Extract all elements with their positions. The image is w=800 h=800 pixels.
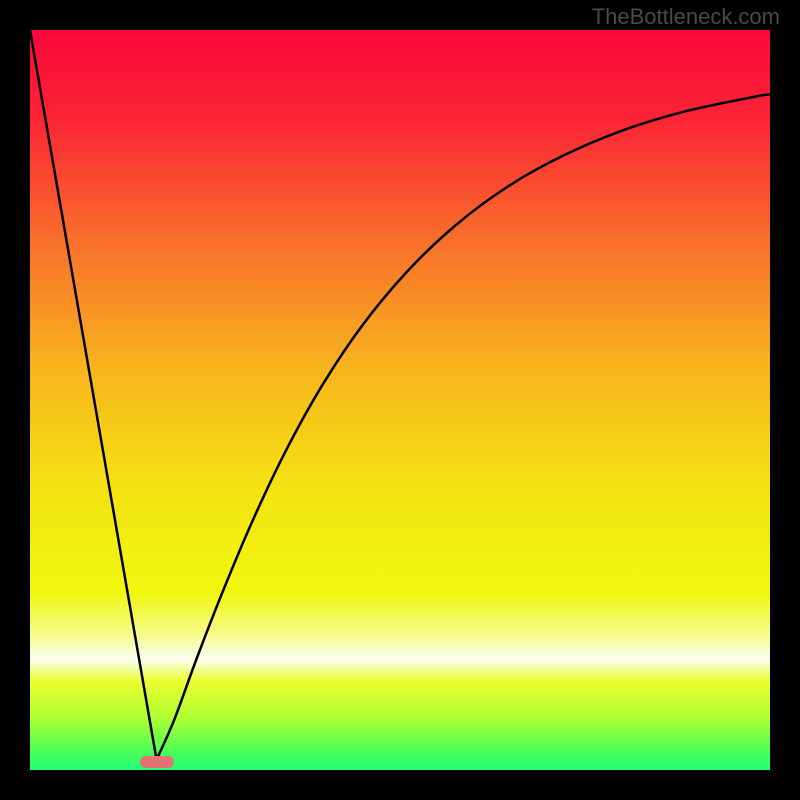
left-line [30,30,157,760]
minimum-marker [140,756,174,768]
plot-area [30,30,770,770]
watermark-text: TheBottleneck.com [592,4,780,30]
chart-container: TheBottleneck.com [0,0,800,800]
right-curve [157,94,770,759]
curve-svg [30,30,770,770]
